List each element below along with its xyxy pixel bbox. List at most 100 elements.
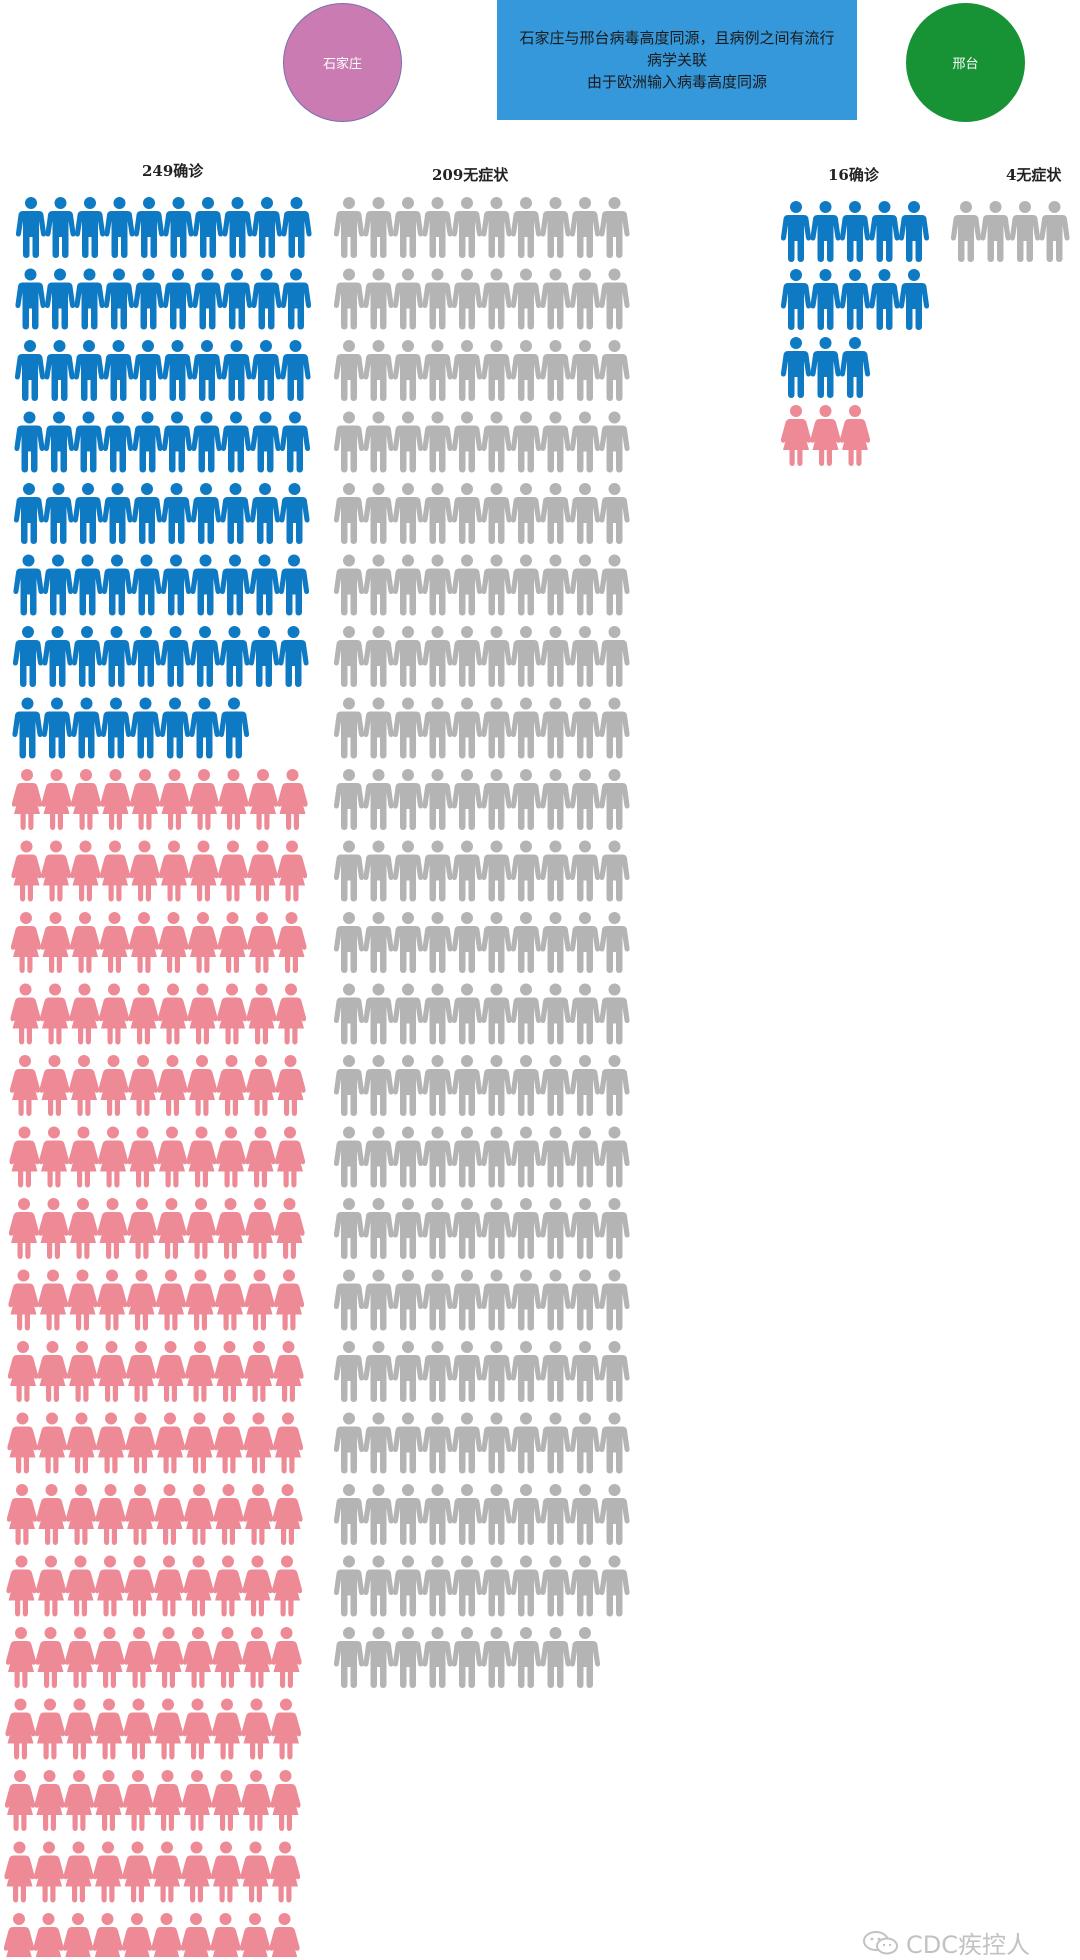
asymptomatic-figure	[481, 1055, 512, 1116]
female-confirmed-figure	[38, 1269, 68, 1331]
asymptomatic-figure	[570, 983, 600, 1045]
asymptomatic-figure	[452, 1198, 482, 1259]
female-confirmed-figure	[240, 1913, 270, 1957]
asymptomatic-figure	[511, 1126, 541, 1188]
male-confirmed-figure	[192, 268, 223, 330]
asymptomatic-figure	[540, 1412, 571, 1474]
asymptomatic-figure	[599, 769, 630, 830]
female-confirmed-figure	[269, 1913, 300, 1957]
asymptomatic-figure	[363, 1269, 394, 1331]
female-confirmed-figure	[151, 1913, 182, 1957]
female-confirmed-figure	[182, 1698, 213, 1760]
asymptomatic-figure	[540, 697, 571, 759]
female-confirmed-figure	[158, 983, 188, 1045]
male-confirmed-figure	[249, 626, 279, 687]
male-confirmed-figure	[45, 268, 75, 330]
asymptomatic-figure	[511, 1341, 541, 1402]
female-confirmed-figure	[245, 1198, 275, 1259]
male-confirmed-figure	[131, 626, 161, 687]
asymptomatic-figure	[481, 983, 512, 1045]
asymptomatic-figure	[570, 912, 600, 973]
asymptomatic-figure	[452, 483, 482, 544]
female-confirmed-figure	[157, 1055, 188, 1116]
female-confirmed-figure	[71, 769, 101, 830]
shijiazhuang-label: 石家庄	[322, 57, 362, 72]
xingtai-circle: 邢台	[906, 3, 1025, 122]
male-confirmed-figure	[43, 483, 74, 544]
asymptomatic-figure	[393, 268, 423, 330]
female-confirmed-figure	[34, 1841, 64, 1903]
female-confirmed-figure	[127, 1198, 157, 1259]
asymptomatic-figure	[570, 697, 600, 759]
male-confirmed-figure	[899, 269, 929, 330]
asymptomatic-figure	[363, 983, 394, 1045]
asymptomatic-figure	[599, 840, 630, 902]
asymptomatic-figure	[334, 769, 364, 830]
male-confirmed-figure	[131, 554, 162, 616]
asymptomatic-figure	[540, 912, 571, 973]
asymptomatic-figure	[363, 340, 394, 401]
asymptomatic-figure	[540, 626, 571, 687]
female-confirmed-figure	[216, 1126, 246, 1188]
asymptomatic-figure	[540, 197, 571, 258]
asymptomatic-figure	[481, 411, 512, 473]
asymptomatic-figure	[540, 340, 571, 401]
asymptomatic-figure	[452, 268, 482, 330]
asymptomatic-figure	[481, 626, 512, 687]
female-confirmed-figure	[181, 1841, 212, 1903]
female-confirmed-figure	[94, 1698, 124, 1760]
asymptomatic-figure	[422, 197, 453, 258]
male-confirmed-figure	[103, 340, 134, 401]
asymptomatic-figure	[511, 483, 541, 544]
asymptomatic-figure	[363, 554, 394, 616]
female-confirmed-figure	[36, 1555, 66, 1617]
asymptomatic-figure	[599, 983, 630, 1045]
asymptomatic-figure	[334, 483, 364, 544]
female-confirmed-figure	[12, 769, 42, 830]
asymptomatic-figure	[570, 197, 600, 258]
female-confirmed-figure	[210, 1913, 241, 1957]
female-confirmed-figure	[246, 983, 277, 1045]
asymptomatic-figure	[599, 697, 630, 759]
asymptomatic-figure	[334, 554, 364, 616]
asymptomatic-figure	[422, 268, 453, 330]
asymptomatic-figure	[363, 1341, 394, 1402]
female-confirmed-figure	[243, 1484, 273, 1545]
female-confirmed-figure	[155, 1412, 185, 1474]
asymptomatic-figure	[481, 1341, 512, 1402]
asymptomatic-figure	[393, 1627, 423, 1688]
shijiazhuang-confirmed-label: 249确诊	[142, 162, 204, 180]
asymptomatic-figure	[481, 340, 512, 401]
asymptomatic-figure	[393, 554, 423, 616]
asymptomatic-figure	[363, 1126, 394, 1188]
male-confirmed-figure	[130, 697, 161, 759]
male-confirmed-figure	[810, 269, 841, 330]
asymptomatic-figure	[452, 1412, 482, 1474]
male-confirmed-figure	[163, 268, 193, 330]
asymptomatic-figure	[422, 1555, 453, 1617]
asymptomatic-figure	[393, 1055, 423, 1116]
asymptomatic-figure	[452, 411, 482, 473]
note-line-1: 石家庄与邢台病毒高度同源，且病例之间有流行	[519, 29, 835, 47]
female-confirmed-figure	[66, 1484, 96, 1545]
male-confirmed-figure	[101, 626, 132, 687]
asymptomatic-figure	[452, 769, 482, 830]
asymptomatic-figure	[540, 1055, 571, 1116]
female-confirmed-figure	[271, 1627, 302, 1688]
female-confirmed-figure	[156, 1198, 187, 1259]
asymptomatic-figure	[540, 1269, 571, 1331]
male-confirmed-figure	[15, 340, 45, 401]
male-confirmed-figure	[222, 268, 252, 330]
male-confirmed-figure	[781, 269, 811, 330]
asymptomatic-figure	[570, 1198, 600, 1259]
asymptomatic-figure	[422, 983, 453, 1045]
asymptomatic-figure	[599, 340, 630, 401]
asymptomatic-figure	[599, 1412, 630, 1474]
male-confirmed-figure	[220, 554, 250, 616]
asymptomatic-figure	[570, 554, 600, 616]
asymptomatic-figure	[393, 1555, 423, 1617]
female-confirmed-figure	[270, 1770, 301, 1831]
female-confirmed-figure	[40, 912, 71, 973]
note-line-2: 病学关联	[646, 51, 707, 69]
female-confirmed-figure	[211, 1841, 241, 1903]
